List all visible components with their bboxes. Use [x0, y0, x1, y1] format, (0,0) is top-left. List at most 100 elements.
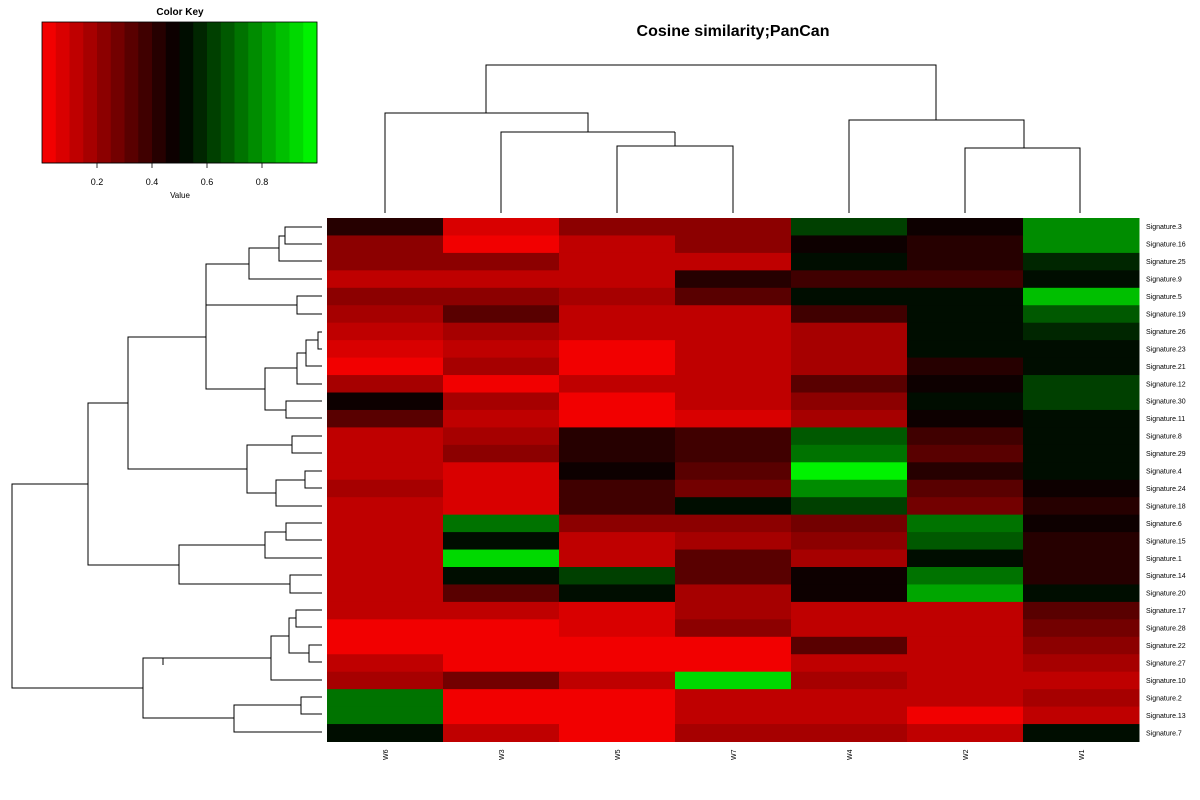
row-dendrogram-branch [317, 331, 322, 350]
heatmap-cell [1023, 392, 1140, 411]
color-key-cell [289, 22, 304, 163]
heatmap-cell [791, 270, 908, 289]
heatmap-cell [907, 584, 1024, 603]
heatmap-cell [559, 567, 676, 585]
heatmap-cell [443, 654, 560, 673]
color-key-cells [42, 22, 318, 163]
heatmap-cell [907, 218, 1024, 236]
column-label: W4 [847, 749, 854, 760]
heatmap-cells [327, 218, 1140, 742]
heatmap-cell [791, 409, 908, 428]
heatmap-cell [327, 671, 444, 690]
heatmap-cell [675, 671, 792, 690]
heatmap-cell [443, 497, 560, 516]
row-label: Signature.6 [1146, 521, 1182, 528]
heatmap-cell [559, 584, 676, 603]
heatmap-cell [907, 305, 1024, 324]
heatmap-cell [675, 375, 792, 393]
color-key-cell [179, 22, 194, 163]
heatmap-cell [907, 514, 1024, 533]
heatmap-cell [559, 340, 676, 359]
heatmap-cell [559, 549, 676, 568]
row-dendrogram-branch [284, 226, 322, 245]
row-label: Signature.5 [1146, 294, 1182, 301]
row-label: Signature.30 [1146, 399, 1186, 406]
heatmap-cell [675, 689, 792, 708]
heatmap-cell [791, 532, 908, 551]
row-label: Signature.29 [1146, 451, 1186, 458]
heatmap-cell [443, 305, 560, 324]
heatmap-cell [443, 601, 560, 620]
row-label: Signature.2 [1146, 695, 1182, 702]
heatmap-cell [443, 427, 560, 446]
heatmap-cell [559, 375, 676, 393]
row-dendrogram-branch [295, 609, 322, 628]
heatmap-cell [907, 252, 1024, 271]
heatmap-cell [559, 427, 676, 446]
column-labels: W6 W3 W5 W7 W4 W2 W1 [383, 749, 1086, 760]
heatmap-cell [327, 479, 444, 498]
heatmap-cell [559, 619, 676, 638]
heatmap-cell [327, 270, 444, 289]
row-dendrogram-branch [285, 522, 322, 541]
heatmap-cell [559, 462, 676, 481]
heatmap-cell [675, 462, 792, 481]
heatmap-cell [675, 497, 792, 516]
heatmap-cell [791, 218, 908, 236]
heatmap-cell [443, 584, 560, 603]
heatmap-cell [443, 270, 560, 289]
heatmap-cell [1023, 375, 1140, 393]
heatmap-cell [1023, 252, 1140, 271]
heatmap-cell [327, 287, 444, 306]
column-dendrogram-branch [384, 112, 589, 213]
heatmap-cell [559, 305, 676, 324]
heatmap-cell [443, 706, 560, 725]
row-label: Signature.14 [1146, 573, 1186, 580]
heatmap-cell [1023, 462, 1140, 481]
heatmap-cell [791, 497, 908, 516]
color-key-cell [42, 22, 57, 163]
heatmap-cell [791, 305, 908, 324]
heatmap-cell [327, 584, 444, 603]
heatmap-cell [443, 235, 560, 254]
heatmap-cell [907, 497, 1024, 516]
heatmap-cell [559, 514, 676, 533]
row-label: Signature.25 [1146, 259, 1186, 266]
heatmap-cell [675, 322, 792, 341]
heatmap-cell [907, 636, 1024, 655]
heatmap-cell [559, 252, 676, 271]
heatmap-cell [675, 444, 792, 463]
row-dendrogram-branch [296, 352, 322, 385]
heatmap-cell [907, 392, 1024, 411]
color-key-tick-label: 0.8 [256, 177, 269, 187]
heatmap-cell [559, 671, 676, 690]
row-dendrogram-branch [285, 400, 322, 419]
heatmap-cell [559, 689, 676, 708]
row-dendrogram-branch [291, 435, 322, 454]
heatmap-cell [443, 252, 560, 271]
heatmap-cell [1023, 689, 1140, 708]
color-key-tick-label: 0.2 [91, 177, 104, 187]
row-label: Signature.7 [1146, 730, 1182, 737]
heatmap-cell [559, 235, 676, 254]
heatmap-cell [559, 392, 676, 411]
column-label: W5 [615, 749, 622, 760]
heatmap-cell [675, 514, 792, 533]
heatmap-cell [443, 619, 560, 638]
heatmap-cell [559, 497, 676, 516]
heatmap-cell [1023, 218, 1140, 236]
row-label: Signature.13 [1146, 713, 1186, 720]
heatmap-cell [443, 409, 560, 428]
heatmap-cell [327, 532, 444, 551]
column-dendrogram-branch [964, 147, 1081, 213]
heatmap-cell [559, 444, 676, 463]
heatmap-cell [443, 689, 560, 708]
heatmap-cell [675, 636, 792, 655]
heatmap-cell [1023, 497, 1140, 516]
heatmap-cell [327, 654, 444, 673]
column-label: W1 [1079, 749, 1086, 760]
heatmap-cell [1023, 601, 1140, 620]
heatmap-cell [791, 619, 908, 638]
heatmap-cell [907, 235, 1024, 254]
heatmap-cell [559, 218, 676, 236]
